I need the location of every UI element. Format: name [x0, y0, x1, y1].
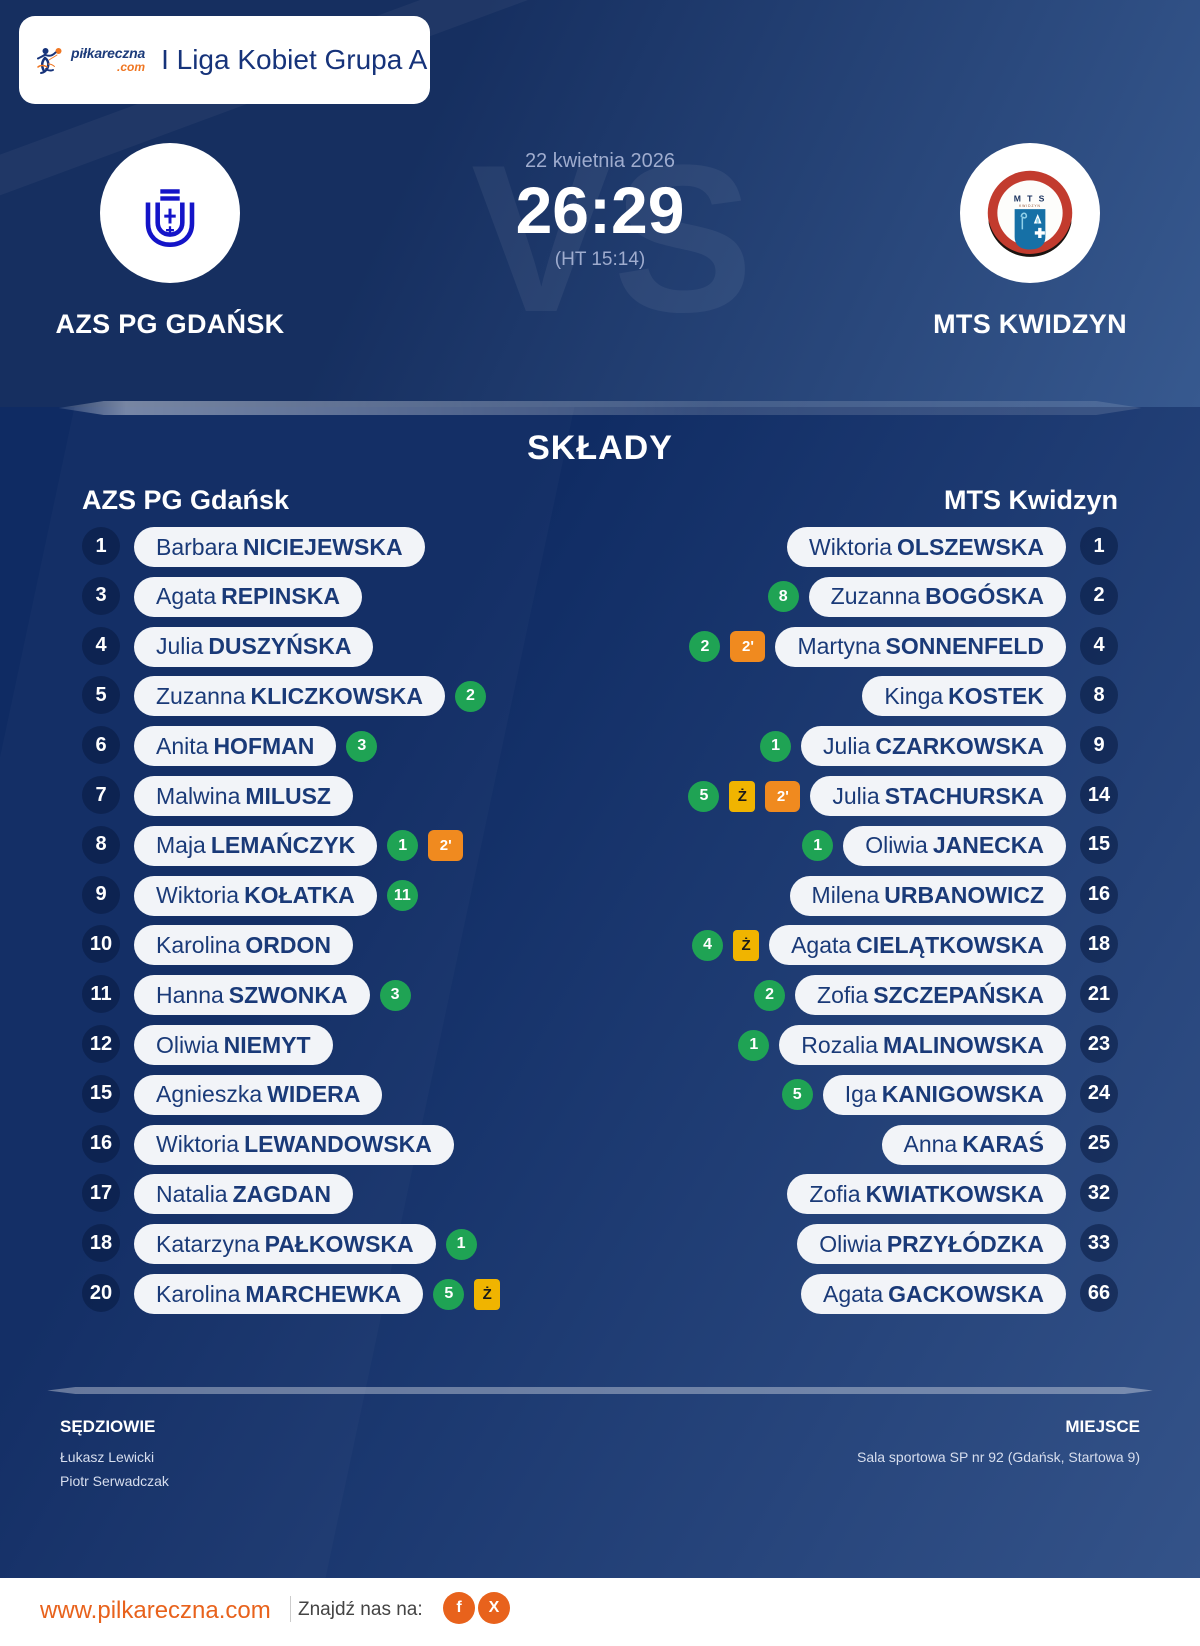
svg-text:M T S: M T S [1014, 193, 1047, 203]
svg-text:KWIDZYN: KWIDZYN [1019, 204, 1041, 208]
